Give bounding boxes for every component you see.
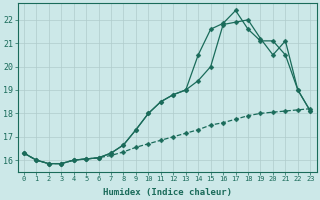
X-axis label: Humidex (Indice chaleur): Humidex (Indice chaleur) bbox=[103, 188, 232, 197]
